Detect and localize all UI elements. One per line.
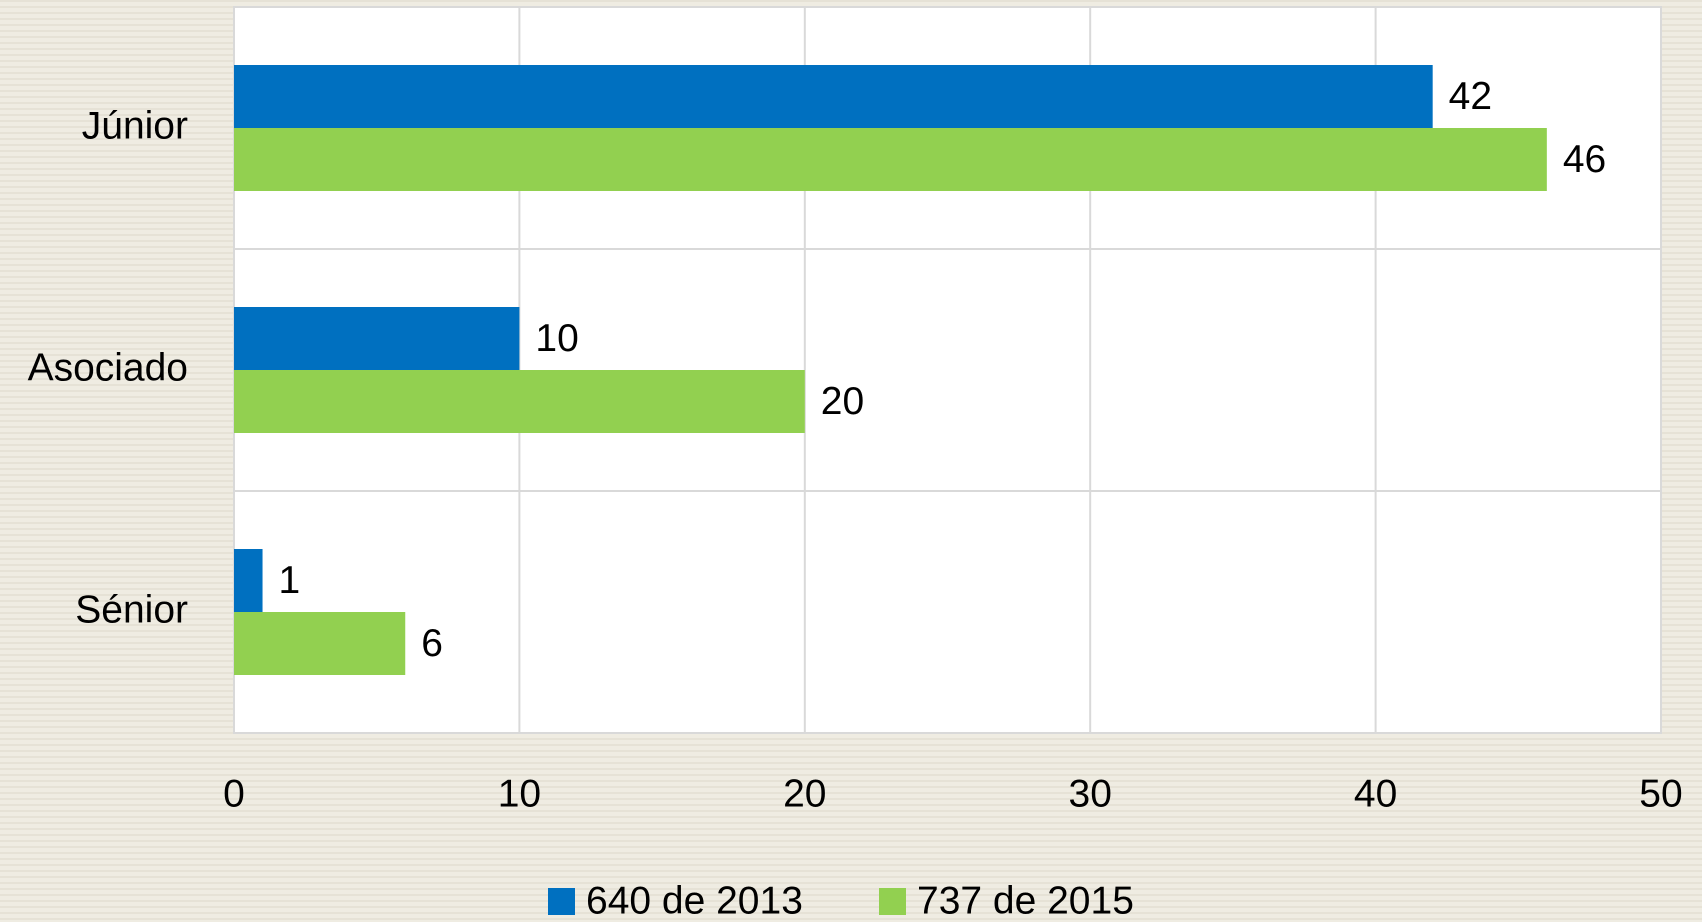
bar	[234, 549, 263, 612]
bar	[234, 612, 406, 675]
x-tick-label: 50	[1639, 772, 1682, 815]
bar	[234, 370, 805, 433]
x-tick-label: 30	[1069, 772, 1112, 815]
data-label: 6	[421, 622, 443, 665]
bar	[234, 128, 1547, 191]
x-tick-label: 20	[783, 772, 826, 815]
x-tick-label: 40	[1354, 772, 1397, 815]
y-tick-label: Júnior	[82, 104, 188, 147]
bar	[234, 65, 1433, 128]
data-label: 46	[1563, 138, 1606, 181]
legend-label: 737 de 2015	[917, 879, 1134, 922]
y-tick-label: Sénior	[75, 588, 188, 631]
x-tick-label: 10	[498, 772, 541, 815]
data-label: 10	[535, 317, 578, 360]
data-label: 1	[279, 559, 301, 602]
bar	[234, 307, 520, 370]
legend-swatch	[879, 888, 906, 915]
legend-label: 640 de 2013	[586, 879, 803, 922]
x-tick-label: 0	[223, 772, 245, 815]
y-tick-label: Asociado	[28, 346, 188, 389]
data-label: 42	[1449, 75, 1492, 118]
data-label: 20	[821, 380, 864, 423]
legend-swatch	[548, 888, 575, 915]
